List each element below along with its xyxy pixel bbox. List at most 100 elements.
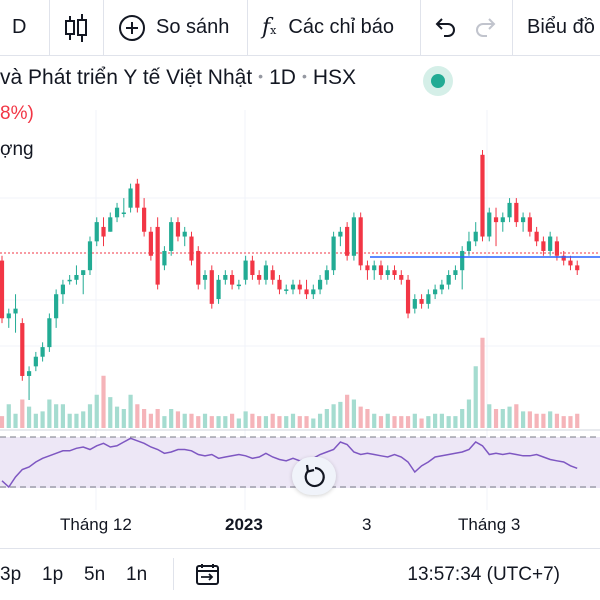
volume-bar <box>26 406 32 428</box>
candle-body <box>345 226 350 256</box>
range-button[interactable]: 3p <box>0 564 22 585</box>
price-change: 8%) <box>0 103 34 124</box>
volume-bar <box>216 416 221 428</box>
candle-body <box>385 270 390 275</box>
candle-body <box>541 241 546 251</box>
interval-button[interactable]: D <box>12 0 26 55</box>
candle-body <box>236 284 241 287</box>
redo-button[interactable] <box>474 0 498 55</box>
volume-bar <box>439 413 444 428</box>
volume-bar <box>419 418 424 428</box>
volume-bar <box>162 416 167 428</box>
candle-body <box>13 308 18 314</box>
volume-bar <box>20 399 25 428</box>
candle-body <box>554 241 560 256</box>
chart-type-button[interactable]: Biểu đồ <box>527 0 595 55</box>
volume-bar <box>507 406 512 428</box>
candles-button[interactable] <box>63 0 89 55</box>
candle-body <box>412 299 417 309</box>
volume-bar <box>257 416 262 428</box>
volume-bar <box>263 416 269 428</box>
volume-bar <box>345 394 350 428</box>
candle-body <box>378 265 384 275</box>
range-button[interactable]: 5n <box>84 564 106 585</box>
range-button[interactable]: 1p <box>42 564 64 585</box>
market-status-icon[interactable] <box>423 66 453 96</box>
volume-legend[interactable]: ợng <box>0 139 34 160</box>
indicators-button[interactable]: fx Các chỉ báo <box>262 0 394 55</box>
candle-body <box>548 236 553 251</box>
candle-body <box>520 217 526 223</box>
volume-bar <box>453 416 458 428</box>
chart-type-label: Biểu đồ <box>527 16 595 38</box>
symbol-name: và Phát triển Y tế Việt Nhật <box>0 66 253 89</box>
volume-bar <box>270 413 275 428</box>
candle-body <box>135 183 140 208</box>
candle-body <box>561 255 566 261</box>
candle-body <box>358 217 363 266</box>
volume-bar <box>433 413 438 428</box>
volume-bar <box>81 411 86 428</box>
go-to-date-icon[interactable] <box>195 562 221 588</box>
candle-body <box>338 231 343 237</box>
volume-bar <box>148 413 153 428</box>
volume-bar <box>108 397 113 428</box>
time-axis-label: 3 <box>362 515 372 534</box>
volume-bar <box>317 413 323 428</box>
candle-body <box>223 275 228 280</box>
volume-bar <box>338 401 343 428</box>
candle-body <box>439 284 444 290</box>
undo-button[interactable] <box>433 0 457 55</box>
candle-body <box>26 371 32 376</box>
clock-label[interactable]: 13:57:34 (UTC+7) <box>407 564 560 585</box>
volume-bar <box>561 416 566 428</box>
candle-body <box>514 202 519 223</box>
top-toolbar: D So sánh fx Các chỉ báo <box>0 0 600 56</box>
volume-bar <box>304 416 309 428</box>
function-icon: fx <box>262 15 277 40</box>
symbol-legend[interactable]: và Phát triển Y tế Việt Nhật • 1D • HSX <box>0 66 356 90</box>
volume-bar <box>405 416 411 428</box>
toolbar-divider <box>420 0 421 55</box>
volume-bar <box>121 409 126 428</box>
candle-body <box>500 217 505 223</box>
toolbar-divider <box>103 0 104 55</box>
volume-bar <box>493 409 499 428</box>
volume-bar <box>324 409 329 428</box>
volume-bar <box>487 404 492 428</box>
candle-body <box>189 236 194 261</box>
range-button[interactable]: 1n <box>126 564 148 585</box>
candle-body <box>108 217 113 232</box>
volume-bar <box>520 411 526 428</box>
candle-body <box>121 212 126 214</box>
candle-body <box>351 217 357 256</box>
interval-label: D <box>12 16 27 38</box>
candle-body <box>196 250 201 285</box>
volume-bar <box>189 413 194 428</box>
symbol-exchange: HSX <box>312 66 357 89</box>
rsi-line <box>1 437 578 489</box>
candle-body <box>175 222 181 237</box>
candle-body <box>182 231 187 237</box>
candle-body <box>60 284 66 295</box>
volume-bar <box>365 409 370 428</box>
candle-body <box>317 279 323 290</box>
bottom-toolbar: 3p 1p 5n 1n 13:57:34 (UTC+7) <box>0 548 600 600</box>
volume-bar <box>175 411 181 428</box>
candle-body <box>331 236 336 271</box>
price-chart[interactable] <box>0 0 600 548</box>
candle-body <box>20 323 25 376</box>
volume-bar <box>426 416 431 428</box>
volume-bar <box>182 413 187 428</box>
candle-body <box>392 270 397 275</box>
volume-bar <box>13 413 18 428</box>
candle-body <box>250 260 255 275</box>
candle-body <box>33 356 38 367</box>
candle-body <box>101 226 106 237</box>
reset-chart-button[interactable] <box>292 457 336 495</box>
plus-circle-icon <box>119 14 145 41</box>
candle-body <box>487 212 492 237</box>
candle-body <box>284 289 289 291</box>
compare-button[interactable]: So sánh <box>118 0 229 55</box>
candle-body <box>155 226 160 285</box>
